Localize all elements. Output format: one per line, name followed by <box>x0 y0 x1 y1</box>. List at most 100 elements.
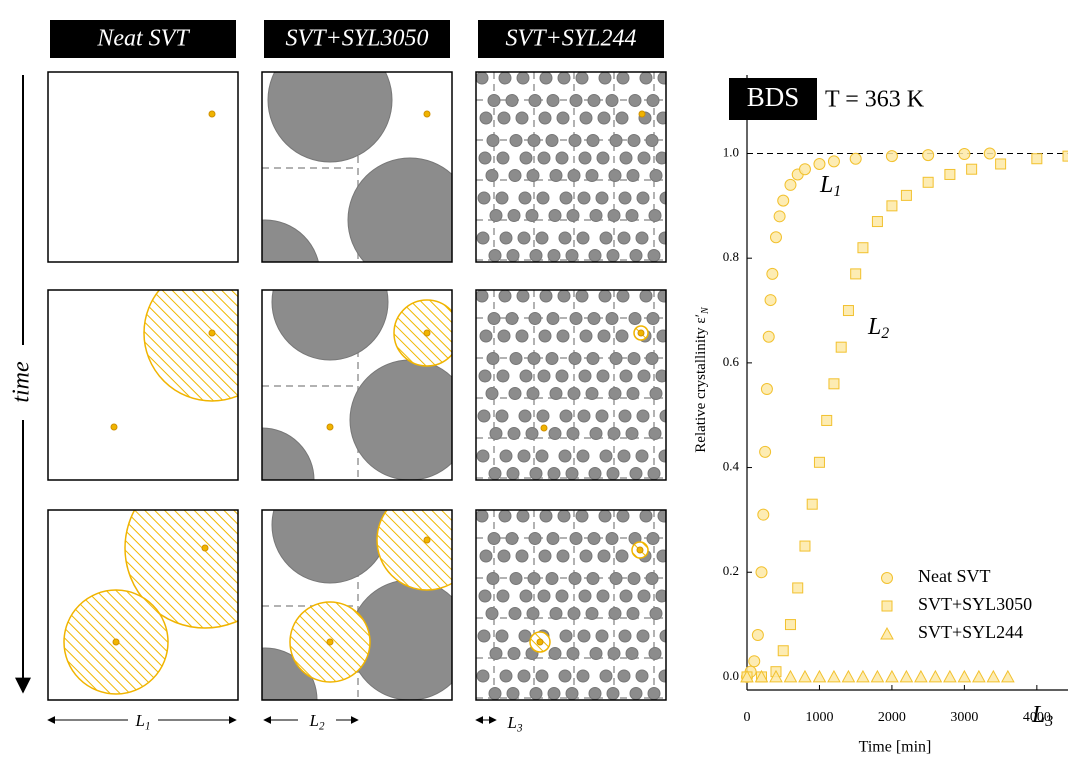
filler-particle <box>625 209 639 222</box>
filler-particle <box>615 329 629 343</box>
data-point <box>914 669 928 683</box>
filler-particle <box>576 231 590 245</box>
filler-particle <box>487 312 501 325</box>
filler-particle <box>596 589 610 603</box>
filler-particle <box>645 352 659 365</box>
y-axis-label-sub: N <box>700 306 711 315</box>
filler-particle <box>499 669 513 683</box>
filler-particle <box>619 151 633 165</box>
filler-particle <box>588 249 602 262</box>
curve-label-main: L <box>819 172 833 198</box>
data-point <box>777 645 789 657</box>
filler-particle <box>499 231 513 245</box>
filler-particle <box>546 312 560 325</box>
y-tick-label: 0.4 <box>723 459 740 474</box>
filler-particle <box>518 409 532 423</box>
filler-particle <box>670 95 682 107</box>
panel <box>262 510 452 700</box>
filler-particle <box>656 549 666 563</box>
filler-particle <box>617 231 631 245</box>
data-point <box>1031 153 1043 165</box>
filler-particle <box>639 510 653 523</box>
data-point <box>760 383 773 396</box>
data-point <box>798 163 811 176</box>
scale-label: L1 <box>135 711 151 732</box>
filler-particle <box>605 94 619 107</box>
filler-particle <box>496 589 510 603</box>
filler-particle <box>558 669 572 683</box>
filler-particle <box>589 427 603 440</box>
filler-particle <box>669 135 681 147</box>
filler-particle <box>526 169 540 182</box>
filler-particle <box>565 467 579 480</box>
filler-particle <box>665 253 666 258</box>
filler-particle <box>587 532 601 545</box>
data-point <box>842 305 854 317</box>
nucleus <box>326 638 334 646</box>
data-point <box>995 158 1007 170</box>
filler-particle <box>669 573 681 585</box>
filler-particle <box>478 151 492 165</box>
filler-particle <box>546 532 560 545</box>
filler-particle <box>595 191 609 205</box>
filler-particle <box>567 169 581 182</box>
data-point <box>806 498 818 510</box>
y-tick-label: 0.2 <box>723 563 739 578</box>
filler-particle <box>639 72 653 85</box>
filler-particle <box>659 191 666 205</box>
filler-particle <box>637 151 651 165</box>
filler-particle <box>585 169 599 182</box>
filler-particle <box>626 169 640 182</box>
panel-frame <box>261 289 453 481</box>
filler-particle <box>609 134 623 147</box>
panel-frame <box>47 509 239 701</box>
nucleus <box>540 424 548 432</box>
filler-particle <box>486 134 500 147</box>
nucleus <box>423 329 431 337</box>
nucleus <box>112 638 120 646</box>
filler-particle <box>668 170 680 182</box>
filler-particle <box>616 290 630 303</box>
scale-label: L3 <box>507 713 523 734</box>
data-point <box>754 669 769 683</box>
filler-particle <box>538 329 552 343</box>
column-header-box <box>264 20 450 58</box>
filler-particle <box>496 151 510 165</box>
filler-particle <box>577 409 591 423</box>
filler-particle <box>506 687 520 700</box>
filler-particle <box>558 449 572 463</box>
data-point <box>769 669 783 683</box>
filler-particle <box>648 209 662 222</box>
filler-particle <box>629 687 643 700</box>
filler-particle <box>669 353 681 365</box>
filler-particle <box>507 209 521 222</box>
filler-particle <box>667 210 679 222</box>
filler-particle <box>508 169 522 182</box>
data-point <box>821 414 833 426</box>
filler-particle <box>479 549 493 563</box>
filler-particle <box>595 629 609 643</box>
filler-particle <box>508 607 522 620</box>
panel <box>262 290 452 480</box>
filler-particle <box>529 687 543 700</box>
filler-particle <box>476 290 489 303</box>
filler-particle <box>559 409 573 423</box>
nucleus <box>110 423 118 431</box>
data-point <box>792 582 804 594</box>
filler-particle <box>477 191 491 205</box>
filler-particle <box>635 669 649 683</box>
filler-particle <box>556 549 570 563</box>
filler-particle <box>476 449 490 463</box>
filler-particle <box>567 607 581 620</box>
filler-particle <box>528 532 542 545</box>
data-point <box>766 267 779 280</box>
scale-label-main: L <box>135 711 145 730</box>
filler-particle <box>485 387 499 400</box>
filler-particle <box>589 209 603 222</box>
data-point <box>748 655 761 668</box>
filler-particle <box>557 72 571 85</box>
nucleus <box>208 329 216 337</box>
scale-label: L2 <box>309 711 325 732</box>
filler-particle <box>670 313 682 325</box>
filler-particle <box>529 467 543 480</box>
